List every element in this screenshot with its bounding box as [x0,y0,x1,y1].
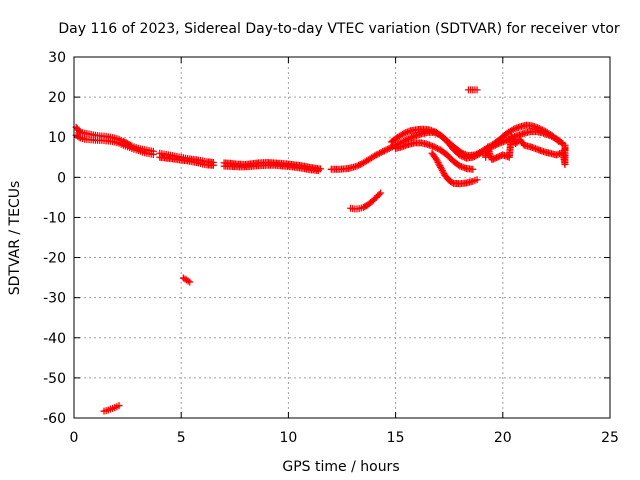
data-point [399,130,407,138]
data-point [380,147,388,155]
data-point [375,190,383,198]
series-afternoon-mid [392,139,477,173]
series-outlier-minus58 [100,402,123,415]
x-tick-label: 0 [70,430,79,446]
data-point [491,154,499,162]
series-late-scatter [482,132,569,168]
data-point [75,133,83,141]
data-point [503,136,511,144]
y-tick-label: 20 [48,90,66,106]
data-point [537,125,545,133]
data-point [314,167,322,175]
series-dip-segment [347,189,385,213]
series-outlier-high [464,86,481,94]
data-point [490,155,498,163]
data-point [553,136,561,144]
x-tick-label: 15 [387,430,405,446]
data-point [353,162,361,170]
series-midday-b [220,161,322,175]
data-point [184,277,192,285]
data-point [409,133,417,141]
x-tick-label: 20 [494,430,512,446]
series-afternoon-rise [327,128,567,173]
x-tick-label: 5 [177,430,186,446]
data-point [379,148,387,156]
data-point [377,148,385,156]
y-tick-label: -60 [43,411,66,427]
data-point [209,161,217,169]
data-point [382,146,390,154]
data-point [406,134,414,142]
data-point [149,150,157,158]
y-tick-label: -30 [43,291,66,307]
x-tick-label: 25 [601,430,619,446]
data-point [385,144,393,152]
data-point [356,160,364,168]
series-outlier-minus26 [179,274,194,286]
data-points [72,86,569,415]
y-tick-label: -10 [43,210,66,226]
y-tick-label: -40 [43,331,66,347]
data-point [115,402,123,410]
y-axis-label: SDTVAR / TECUs [7,181,23,296]
data-point [561,145,569,153]
data-point [432,144,440,152]
plot-frame [73,56,611,419]
series-morning-b [156,153,217,169]
data-point [538,126,546,134]
data-point [473,176,481,184]
x-tick-label: 10 [279,430,297,446]
series-afternoon-low [428,149,481,188]
y-tick-label: 0 [57,170,66,186]
x-axis-label: GPS time / hours [282,459,399,475]
y-tick-label: -20 [43,251,66,267]
data-point [496,152,504,160]
data-point [433,144,441,152]
data-point [374,150,382,158]
data-point [372,151,380,159]
data-point [355,161,363,169]
data-point [555,137,563,145]
data-point [473,86,481,94]
data-point [471,151,479,159]
y-tick-label: 10 [48,130,66,146]
axes: 0 5 10 15 20 25 -60 -50 -40 -30 -20 -10 0 10 20 30 [43,50,619,446]
data-point [408,133,416,141]
data-point [508,126,516,134]
data-point [474,149,482,157]
data-point [469,165,477,173]
y-tick-label: -50 [43,371,66,387]
data-point [186,278,194,286]
data-point [535,124,543,132]
y-tick-label: 30 [48,50,66,66]
data-point [448,178,456,186]
data-point [430,143,438,151]
data-point [377,189,385,197]
data-point [494,153,502,161]
series-early-band-b [72,131,157,158]
series-afternoon-upper [387,121,563,160]
data-point [486,151,494,159]
chart-title: Day 116 of 2023, Sidereal Day-to-day VTE… [58,21,620,37]
data-point [376,149,384,157]
data-point [75,127,83,135]
data-point [488,156,496,164]
data-point [493,154,501,162]
data-point [473,150,481,158]
data-point [384,145,392,153]
grid-lines [74,57,610,418]
